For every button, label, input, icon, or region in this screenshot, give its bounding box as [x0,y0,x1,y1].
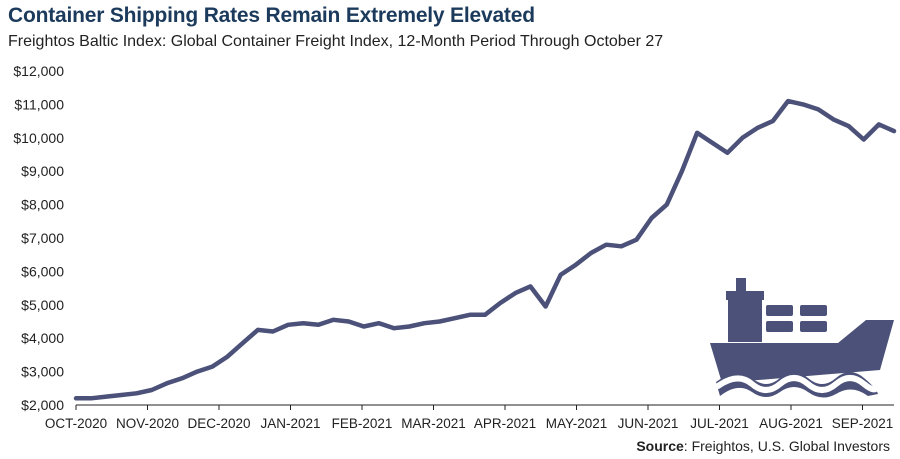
y-axis: $2,000 $3,000 $4,000 $5,000 $6,000 $7,000 $8,0… [13,63,64,413]
y-tick-label: $8,000 [21,197,64,213]
x-tick-label: NOV-2020 [116,416,179,431]
y-tick-label: $6,000 [21,263,64,279]
x-tick-label: JAN-2021 [260,416,320,431]
chart-subtitle: Freightos Baltic Index: Global Container… [8,33,664,50]
y-tick-label: $12,000 [13,63,64,79]
x-tick-label: SEP-2021 [832,416,894,431]
chart-title: Container Shipping Rates Remain Extremel… [8,4,535,27]
y-tick-label: $4,000 [21,330,64,346]
source-note: Source: Freightos, U.S. Global Investors [636,438,890,454]
y-tick-label: $11,000 [14,96,64,112]
x-tick-label: OCT-2020 [45,416,107,431]
series-line [73,98,897,401]
y-tick-label: $7,000 [21,230,64,246]
x-tick-label: JUL-2021 [690,416,749,431]
y-tick-label: $10,000 [13,130,64,146]
y-tick-label: $2,000 [21,397,64,413]
x-tick-label: APR-2021 [474,416,536,431]
y-tick-label: $3,000 [21,364,64,380]
x-tick-label: MAR-2021 [401,416,466,431]
x-tick-label: AUG-2021 [759,416,823,431]
wave-shape [716,372,878,398]
y-tick-label: $5,000 [21,297,64,313]
x-tick-label: MAY-2021 [546,416,608,431]
x-tick-label: DEC-2020 [187,416,250,431]
x-tick-label: FEB-2021 [332,416,393,431]
y-tick-label: $9,000 [21,163,64,179]
source-label: Source [636,438,684,454]
x-axis: OCT-2020 NOV-2020 DEC-2020 JAN-2021 FEB-2021… [45,405,893,431]
x-tick-label: JUN-2021 [618,416,679,431]
cargo-ship-icon [710,278,894,398]
source-text: : Freightos, U.S. Global Investors [683,438,890,454]
